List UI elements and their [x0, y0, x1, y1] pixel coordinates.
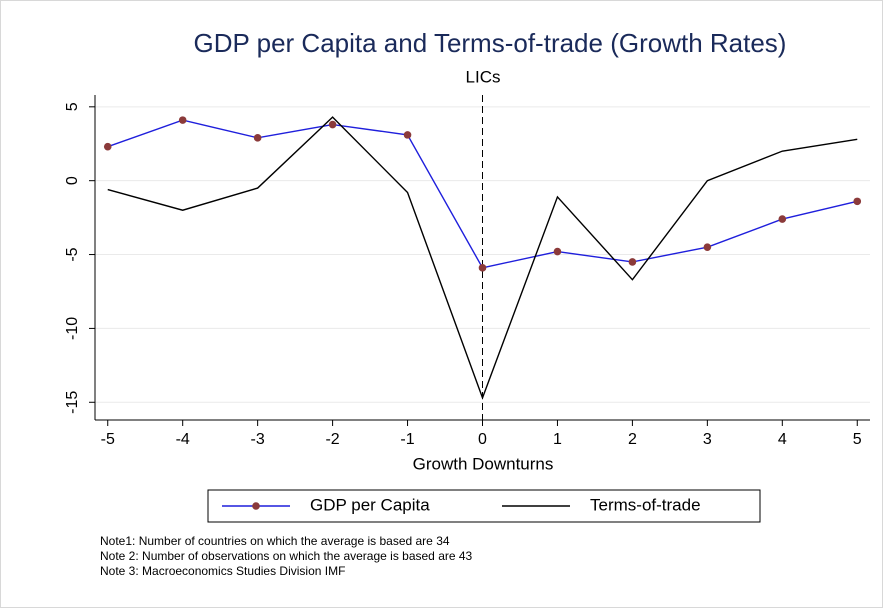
legend-label: GDP per Capita	[310, 495, 430, 514]
y-tick-label: 0	[64, 176, 81, 185]
legend-box	[207, 489, 761, 523]
point	[103, 142, 112, 151]
x-axis-title: Growth Downturns	[413, 454, 554, 473]
legend-label: Terms-of-trade	[590, 495, 701, 514]
point	[553, 247, 562, 256]
x-tick-label: -4	[176, 431, 190, 448]
x-tick-label: -1	[400, 431, 414, 448]
y-tick-label: 5	[64, 102, 81, 111]
x-tick-label: 1	[553, 431, 562, 448]
note: Note 2: Number of observations on which …	[100, 549, 473, 563]
x-tick-label: 3	[703, 431, 712, 448]
series-line	[107, 116, 858, 400]
x-tick-label: -2	[325, 431, 339, 448]
point	[253, 134, 262, 142]
point	[853, 197, 862, 206]
point	[478, 264, 487, 272]
note: Note1: Number of countries on which the …	[100, 534, 450, 548]
chart-title: GDP per Capita and Terms-of-trade (Growt…	[194, 28, 787, 58]
point	[628, 258, 637, 266]
y-tick-label: -10	[64, 317, 81, 340]
note: Note 3: Macroeconomics Studies Division …	[100, 564, 345, 578]
chart-subtitle: LICs	[466, 67, 501, 86]
x-tick-label: 0	[478, 431, 487, 448]
x-tick-label: 5	[853, 431, 862, 448]
point	[778, 215, 787, 223]
point	[403, 131, 412, 139]
y-tick-label: -15	[64, 391, 81, 414]
point	[703, 243, 712, 251]
x-tick-label: -3	[251, 431, 265, 448]
y-tick-label: -5	[64, 247, 81, 261]
point	[178, 116, 187, 124]
x-tick-label: 4	[778, 431, 787, 448]
legend-marker	[252, 502, 260, 510]
x-tick-label: 2	[628, 431, 637, 448]
x-tick-label: -5	[101, 431, 115, 448]
point	[328, 120, 337, 129]
